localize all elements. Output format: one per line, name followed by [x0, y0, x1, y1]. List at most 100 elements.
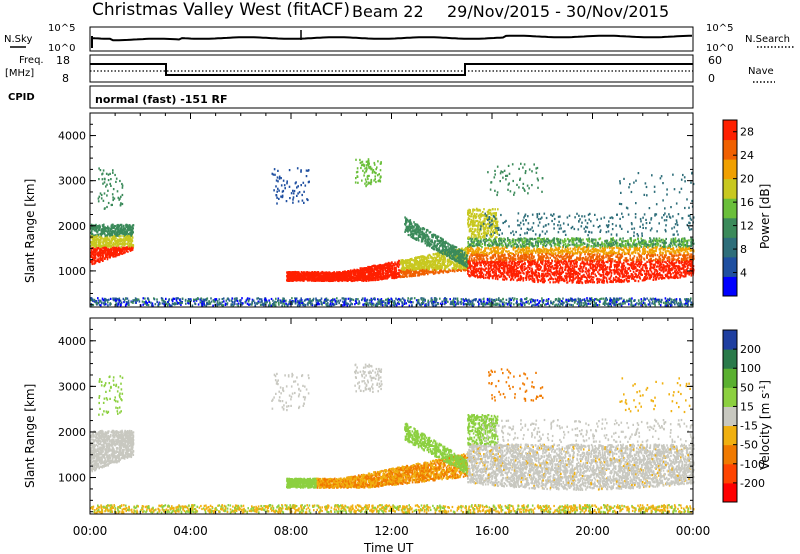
- echo-cell: [114, 233, 116, 235]
- echo-cell: [355, 181, 357, 183]
- echo-cell: [289, 169, 291, 171]
- echo-cell: [106, 173, 108, 175]
- echo-cell: [108, 230, 110, 232]
- echo-cell: [113, 249, 115, 251]
- echo-cell: [132, 237, 134, 239]
- noise-left-tick-bottom: 10^0: [48, 43, 75, 54]
- echo-cell: [380, 163, 382, 165]
- echo-cell: [303, 191, 305, 193]
- echo-cell: [132, 245, 134, 247]
- echo-cell: [91, 227, 93, 229]
- echo-cell: [112, 244, 114, 246]
- echo-cell: [100, 245, 102, 247]
- echo-cell: [274, 174, 276, 176]
- echo-cell: [300, 184, 302, 186]
- echo-cell: [122, 194, 124, 196]
- echo-cell: [130, 231, 132, 233]
- echo-cell: [289, 186, 291, 188]
- echo-cell: [302, 200, 304, 202]
- echo-cell: [118, 248, 120, 250]
- echo-cell: [109, 256, 111, 258]
- echo-cell: [305, 185, 307, 187]
- echo-cell: [98, 243, 100, 245]
- echo-cell: [95, 230, 97, 232]
- echo-cell: [91, 256, 93, 258]
- echo-cell: [276, 194, 278, 196]
- echo-cell: [420, 259, 422, 261]
- echo-cell: [93, 240, 95, 242]
- echo-cell: [307, 199, 309, 201]
- echo-cell: [100, 250, 102, 252]
- echo-cell: [428, 257, 430, 259]
- echo-cell: [454, 270, 456, 272]
- echo-cell: [122, 246, 124, 248]
- echo-cell: [296, 186, 298, 188]
- echo-cell: [415, 275, 417, 277]
- echo-cell: [98, 258, 100, 260]
- echo-cell: [120, 235, 122, 237]
- echo-cell: [112, 193, 114, 195]
- echo-cell: [93, 249, 95, 251]
- echo-cell: [104, 233, 106, 235]
- echo-cell: [120, 246, 122, 248]
- echo-cell: [112, 256, 114, 258]
- echo-cell: [127, 251, 129, 253]
- echo-cell: [364, 164, 366, 166]
- echo-cell: [128, 238, 130, 240]
- echo-cell: [103, 200, 105, 202]
- cpid-label: CPID: [8, 92, 35, 103]
- echo-cell: [121, 224, 123, 226]
- echo-cell: [106, 256, 108, 258]
- echo-cell: [370, 180, 372, 182]
- echo-cell: [119, 239, 121, 241]
- echo-cell: [104, 181, 106, 183]
- echo-cell: [119, 253, 121, 255]
- echo-cell: [109, 241, 111, 243]
- echo-cell: [98, 229, 100, 231]
- echo-cell: [95, 257, 97, 259]
- echo-cell: [96, 244, 98, 246]
- echo-cell: [99, 226, 101, 228]
- echo-cell: [359, 159, 361, 161]
- echo-cell: [296, 195, 298, 197]
- echo-cell: [107, 248, 109, 250]
- echo-cell: [307, 170, 309, 172]
- echo-cell: [110, 253, 112, 255]
- echo-cell: [356, 171, 358, 173]
- echo-cell: [377, 160, 379, 162]
- echo-cell: [357, 167, 359, 169]
- echo-cell: [281, 184, 283, 186]
- echo-cell: [94, 260, 96, 262]
- date-range: 29/Nov/2015 - 30/Nov/2015: [447, 2, 669, 21]
- echo-cell: [118, 197, 120, 199]
- echo-cell: [117, 250, 119, 252]
- echo-cell: [116, 233, 118, 235]
- echo-cell: [366, 181, 368, 183]
- echo-cell: [292, 190, 294, 192]
- echo-cell: [129, 235, 131, 237]
- echo-cell: [303, 202, 305, 204]
- echo-cell: [122, 239, 124, 241]
- echo-cell: [365, 178, 367, 180]
- echo-cell: [368, 158, 370, 160]
- echo-cell: [364, 172, 366, 174]
- echo-cell: [120, 202, 122, 204]
- noise-right-tick-bottom: 10^0: [706, 43, 733, 54]
- echo-cell: [100, 233, 102, 235]
- noise-left-tick-top: 10^5: [48, 23, 75, 34]
- echo-cell: [126, 239, 128, 241]
- echo-cell: [292, 199, 294, 201]
- echo-cell: [367, 178, 369, 180]
- echo-cell: [102, 256, 104, 258]
- noise-panel: N.Sky 10^5 10^0 10^5 10^0 N.Search: [4, 23, 795, 54]
- echo-cell: [130, 239, 132, 241]
- freq-tick-top: 18: [56, 54, 70, 67]
- echo-cell: [116, 178, 118, 180]
- echo-cell: [280, 177, 282, 179]
- echo-cell: [99, 261, 101, 263]
- echo-cell: [113, 253, 115, 255]
- echo-cell: [97, 238, 99, 240]
- echo-cell: [380, 169, 382, 171]
- echo-cell: [279, 178, 281, 180]
- echo-cell: [116, 240, 118, 242]
